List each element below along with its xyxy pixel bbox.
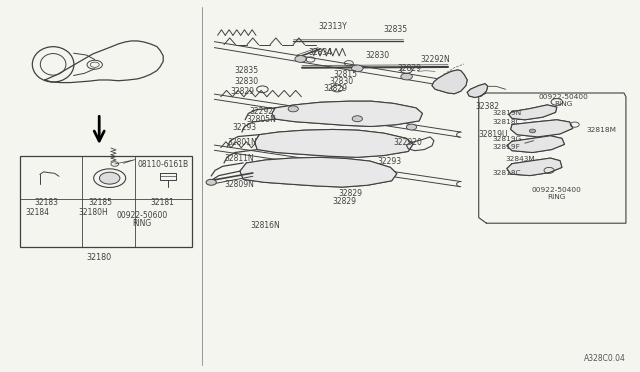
Circle shape (401, 73, 412, 80)
Text: 00922-50400: 00922-50400 (532, 187, 582, 193)
Text: 32811N: 32811N (225, 154, 254, 163)
Circle shape (288, 106, 298, 112)
Bar (20, 156, 192, 247)
Text: 32815: 32815 (333, 70, 358, 79)
Text: 32819F: 32819F (493, 144, 521, 150)
Text: 322920: 322920 (394, 138, 423, 147)
Text: 32819U: 32819U (478, 130, 508, 139)
Circle shape (295, 55, 307, 62)
Circle shape (351, 65, 363, 72)
Circle shape (529, 129, 536, 133)
Text: 32183: 32183 (34, 198, 58, 207)
Text: 08110-6161B: 08110-6161B (138, 160, 189, 169)
Text: 32835: 32835 (383, 25, 408, 34)
Text: 32819N: 32819N (493, 110, 522, 116)
Text: 32843M: 32843M (506, 156, 535, 162)
Text: 32829: 32829 (332, 198, 356, 206)
Polygon shape (467, 84, 488, 97)
Text: 32180H: 32180H (78, 208, 108, 217)
Text: 32829: 32829 (323, 84, 348, 93)
Circle shape (99, 172, 120, 184)
Text: 32382: 32382 (476, 102, 500, 110)
Text: 32801N: 32801N (227, 138, 257, 147)
Text: A328C0.04: A328C0.04 (584, 354, 626, 363)
Polygon shape (272, 101, 422, 126)
Text: 32184: 32184 (25, 208, 49, 217)
Text: 32805N: 32805N (246, 115, 276, 124)
Polygon shape (507, 158, 562, 176)
Text: 32819G: 32819G (493, 136, 522, 142)
Text: 32830: 32830 (329, 77, 353, 86)
Text: 32809N: 32809N (225, 180, 254, 189)
Text: 00922-50600: 00922-50600 (116, 211, 168, 220)
Text: 00922-50400: 00922-50400 (538, 94, 588, 100)
Text: 32292: 32292 (249, 107, 273, 116)
Polygon shape (432, 70, 467, 94)
Text: 32293: 32293 (232, 123, 257, 132)
Text: 32181: 32181 (150, 198, 174, 207)
Text: 32816N: 32816N (251, 221, 280, 230)
Text: 32180: 32180 (86, 253, 112, 262)
Text: 32313Y: 32313Y (319, 22, 347, 31)
Circle shape (406, 124, 417, 130)
Text: 32292N: 32292N (420, 55, 450, 64)
Text: 32818M: 32818M (587, 127, 616, 133)
Polygon shape (511, 120, 573, 137)
Text: 32830: 32830 (234, 77, 259, 86)
Polygon shape (240, 157, 397, 187)
Text: 32293: 32293 (377, 157, 401, 166)
Text: 32830: 32830 (365, 51, 390, 60)
Circle shape (206, 179, 216, 185)
Text: 32818C: 32818C (493, 170, 522, 176)
Text: 32185: 32185 (88, 198, 113, 207)
Text: 32835: 32835 (234, 66, 259, 75)
Text: RING: RING (554, 101, 572, 107)
Text: RING: RING (132, 219, 152, 228)
Polygon shape (255, 129, 413, 157)
Polygon shape (509, 105, 557, 120)
Polygon shape (507, 136, 564, 153)
Text: 32818C: 32818C (493, 119, 522, 125)
Text: 32829: 32829 (339, 189, 363, 198)
Text: RING: RING (548, 194, 566, 200)
Text: 32829: 32829 (397, 64, 422, 73)
Text: 32834: 32834 (308, 48, 332, 57)
Text: 32829: 32829 (230, 87, 254, 96)
Circle shape (352, 116, 362, 122)
